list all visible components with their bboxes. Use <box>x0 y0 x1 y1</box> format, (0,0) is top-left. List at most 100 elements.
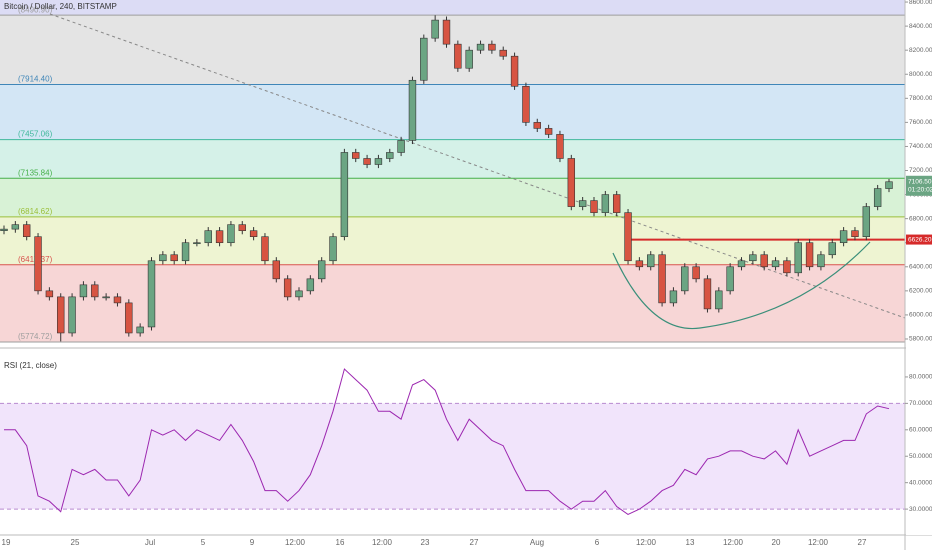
candle-body <box>885 181 893 189</box>
candle-body <box>669 290 678 304</box>
fib-label: (5774.72) <box>18 332 53 341</box>
candle-body <box>352 152 360 159</box>
x-tick-label: 12:00 <box>372 538 393 547</box>
candle-body <box>703 278 712 310</box>
candle-body <box>454 43 462 69</box>
rsi-pane <box>0 368 905 515</box>
candle-body <box>794 242 802 274</box>
y-tick-label: 8000.00 <box>909 71 932 78</box>
candle-body <box>11 224 20 230</box>
candle-body <box>238 224 246 231</box>
candle-body <box>261 236 269 262</box>
candle-body <box>317 260 326 280</box>
candle-body <box>227 224 235 244</box>
candle-body <box>635 260 644 268</box>
price-axis-bg <box>906 0 932 535</box>
y-tick-label: 50.0000 <box>909 453 932 460</box>
candle-body <box>68 296 76 334</box>
x-tick-label: 12:00 <box>636 538 657 547</box>
y-tick-label: 6800.00 <box>909 215 932 222</box>
candle-body <box>862 206 871 237</box>
candle-body <box>193 242 201 245</box>
candle-body <box>57 296 65 334</box>
last-price-label: 7106.50 <box>908 178 932 185</box>
candle-body <box>828 242 836 256</box>
fib-band <box>0 139 905 179</box>
candle-body <box>499 49 507 57</box>
hline-label: 6626.20 <box>908 236 932 243</box>
candle-body <box>658 254 666 304</box>
candle-body <box>476 43 485 51</box>
candle-body <box>125 302 133 334</box>
x-tick-label: 16 <box>336 538 345 547</box>
fib-band <box>0 264 905 343</box>
candle-body <box>431 19 439 39</box>
fib-band <box>0 178 905 217</box>
candle-body <box>34 236 42 292</box>
candle-body <box>805 242 814 268</box>
y-tick-label: 6200.00 <box>909 288 932 295</box>
candle-body <box>113 296 122 304</box>
candle-body <box>590 200 598 213</box>
fib-label: (7457.06) <box>18 130 53 139</box>
candle-body <box>873 188 882 207</box>
x-tick-label: 12:00 <box>285 538 306 547</box>
candle-body <box>771 260 780 268</box>
candle-body <box>181 242 190 262</box>
y-tick-label: 7800.00 <box>909 95 932 102</box>
price-pane: (8490.90) (7914.40) (7457.06) (7135.84) (681… <box>0 0 906 343</box>
candle-body <box>760 254 768 268</box>
candle-body <box>556 134 564 159</box>
y-tick-label: 7400.00 <box>909 143 932 150</box>
candle-body <box>79 284 88 298</box>
x-tick-label: 13 <box>686 538 695 547</box>
candle-body <box>851 230 859 237</box>
x-tick-label: 12:00 <box>808 538 829 547</box>
candle-body <box>510 55 519 87</box>
candle-body <box>0 228 8 231</box>
rsi-axis: 80.0000 70.0000 60.0000 50.0000 40.0000 30.00… <box>905 374 932 513</box>
fib-band <box>0 15 905 85</box>
candle-body <box>612 194 621 213</box>
y-tick-label: 8600.00 <box>909 0 932 6</box>
chart-title: Bitcoin / Dollar, 240, BITSTAMP <box>4 2 117 11</box>
x-tick-label: 5 <box>201 538 206 547</box>
candle-body <box>340 152 349 237</box>
y-tick-label: 60.0000 <box>909 427 932 434</box>
x-tick-label: 27 <box>858 538 867 547</box>
fib-label: (7135.84) <box>18 168 53 177</box>
y-tick-label: 70.0000 <box>909 400 932 407</box>
candle-body <box>737 260 746 268</box>
candle-body <box>624 212 632 262</box>
fib-band <box>0 216 905 265</box>
candle-body <box>306 278 315 292</box>
candle-body <box>488 43 496 51</box>
candle-body <box>283 278 292 298</box>
candle-body <box>102 296 110 299</box>
candle-body <box>839 230 848 244</box>
candle-body <box>386 152 394 159</box>
cup-curve <box>612 241 871 330</box>
x-tick-label: 19 <box>2 538 11 547</box>
fib-label: (8490.90) <box>18 5 53 14</box>
y-tick-label: 5800.00 <box>909 336 932 343</box>
hline-tag <box>906 234 932 245</box>
candle-body <box>159 254 167 262</box>
candle-body <box>22 224 31 237</box>
fib-label: (6814.62) <box>18 207 53 216</box>
candle-body <box>329 236 337 262</box>
candle-body <box>544 128 553 135</box>
x-tick-label: 23 <box>421 538 430 547</box>
candle-body <box>363 158 371 165</box>
candle-body <box>817 254 825 268</box>
x-tick-label: 27 <box>470 538 479 547</box>
candle-body <box>681 266 689 292</box>
candle-body <box>170 254 178 262</box>
x-tick-label: Aug <box>530 538 544 547</box>
candle-body <box>420 37 428 81</box>
rsi-band <box>0 403 905 510</box>
x-tick-label: 20 <box>772 538 781 547</box>
candle-body <box>726 266 734 292</box>
